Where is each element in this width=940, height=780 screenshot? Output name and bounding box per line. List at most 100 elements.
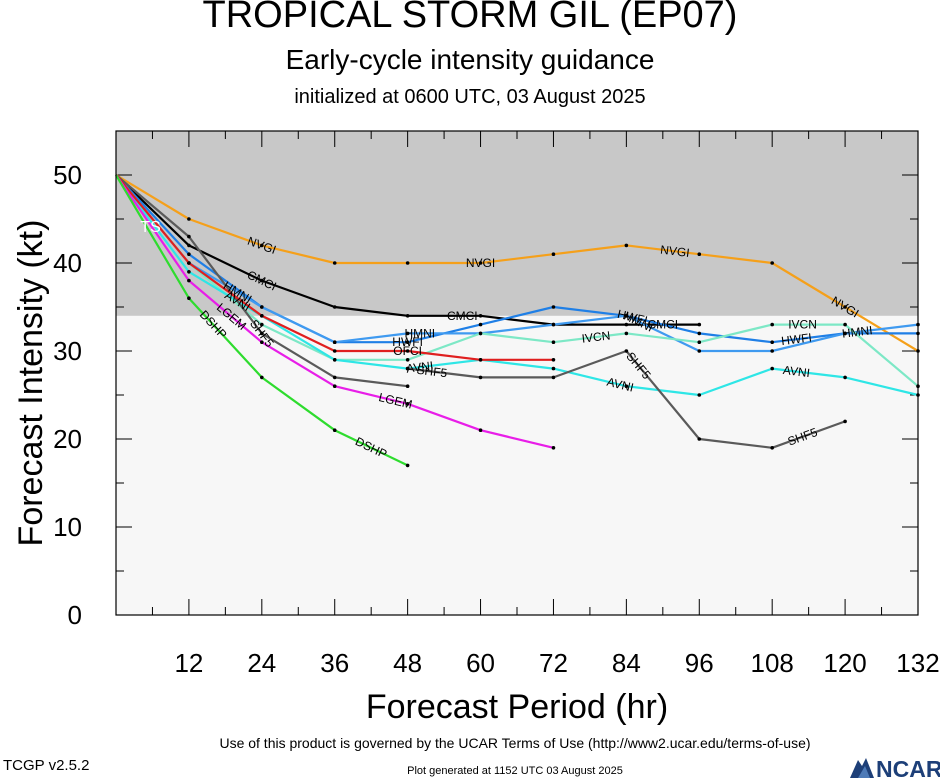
data-point	[187, 234, 191, 239]
data-point	[332, 340, 337, 345]
x-tick-label: 24	[247, 648, 276, 678]
intensity-chart: NVGINVGINVGINVGICMCICMCICMCIHWFIHWFIHWFI…	[12, 130, 940, 726]
generated-time: Plot generated at 1152 UTC 03 August 202…	[407, 765, 623, 777]
series-label-ivcn: IVCN	[788, 318, 817, 332]
data-point	[843, 305, 847, 309]
data-point	[551, 340, 556, 345]
data-point	[405, 314, 410, 318]
data-point	[624, 314, 629, 318]
data-point	[843, 419, 847, 424]
series-line-hwfi	[115, 174, 918, 344]
x-axis-label: Forecast Period (hr)	[366, 688, 668, 726]
series-label-hmni: HMNI	[404, 326, 435, 340]
x-tick-label: 84	[612, 648, 641, 678]
data-point	[187, 278, 191, 283]
x-tick-label: 108	[750, 648, 793, 678]
y-tick-label: 30	[53, 336, 82, 366]
data-point	[551, 358, 556, 362]
series-label-avni: AVNI	[405, 359, 434, 376]
x-tick-label: 96	[685, 648, 714, 678]
series-shf5	[115, 174, 847, 450]
series-label-cmci: CMCI	[647, 318, 678, 332]
data-point	[770, 340, 774, 345]
data-point	[624, 349, 629, 353]
data-point	[624, 322, 629, 327]
data-point	[770, 322, 774, 327]
data-point	[187, 243, 191, 248]
series-label-hwfi: HWFI	[392, 335, 423, 349]
x-tick-label: 48	[393, 648, 422, 678]
data-point	[405, 463, 410, 468]
data-point	[260, 322, 264, 327]
data-point	[260, 314, 264, 318]
x-tick-label: 12	[174, 648, 203, 678]
x-tick-label: 72	[539, 648, 568, 678]
y-tick-label: 0	[68, 600, 82, 630]
x-tick-label: 132	[896, 648, 939, 678]
series-label-ivcn: IVCN	[581, 328, 611, 345]
data-point	[405, 261, 410, 265]
data-point	[187, 252, 191, 256]
data-point	[405, 340, 410, 345]
series-line-hmni	[115, 174, 919, 353]
y-tick-label: 10	[53, 512, 82, 542]
series-label-ofci: OFCI	[393, 344, 422, 358]
data-point	[697, 322, 702, 327]
series-label-hmni: HMNI	[841, 323, 873, 341]
terms-of-use: Use of this product is governed by the U…	[219, 735, 811, 751]
data-point	[332, 384, 337, 389]
series-line-avni	[115, 174, 919, 397]
data-point	[332, 375, 337, 380]
svg-text:NCAR: NCAR	[876, 756, 940, 780]
data-point	[478, 314, 483, 318]
data-point	[697, 340, 702, 345]
data-point	[697, 393, 702, 397]
ts-band	[116, 131, 918, 316]
data-point	[187, 296, 191, 301]
data-point	[478, 375, 483, 380]
data-point	[478, 428, 483, 433]
plot-frame	[115, 130, 919, 616]
data-point	[551, 305, 556, 309]
data-point	[478, 322, 483, 327]
data-point	[551, 322, 556, 327]
data-point	[697, 349, 702, 353]
data-point	[332, 358, 337, 362]
data-point	[624, 384, 629, 389]
y-tick-label: 40	[53, 248, 82, 278]
band-label: TS	[140, 219, 160, 236]
data-point	[551, 252, 556, 256]
data-point	[770, 349, 774, 353]
series-label-nvgi: NVGI	[466, 256, 495, 270]
data-point	[332, 261, 337, 265]
data-point	[770, 446, 774, 450]
data-point	[405, 384, 410, 389]
ncar-logo: NCAR	[850, 756, 940, 780]
data-point	[405, 331, 410, 336]
x-tick-label: 60	[466, 648, 495, 678]
y-axis-label: Forecast Intensity (kt)	[12, 220, 50, 547]
data-point	[843, 322, 847, 327]
data-point	[405, 349, 410, 353]
data-point	[187, 217, 191, 221]
y-tick-label: 50	[53, 160, 82, 190]
data-point	[478, 358, 483, 362]
data-point	[187, 261, 191, 265]
chart-subtitle: Early-cycle intensity guidance	[285, 44, 655, 75]
data-point	[624, 243, 629, 248]
data-point	[260, 278, 264, 283]
data-point	[478, 261, 483, 265]
data-point	[332, 305, 337, 309]
init-time: initialized at 0600 UTC, 03 August 2025	[294, 86, 646, 108]
series-ofci	[115, 174, 556, 362]
data-point	[551, 375, 556, 380]
x-tick-label: 36	[320, 648, 349, 678]
data-point	[332, 349, 337, 353]
series-group	[115, 174, 920, 468]
data-point	[551, 446, 556, 450]
data-point	[697, 252, 702, 256]
series-dshp	[115, 174, 410, 468]
y-tick-label: 20	[53, 424, 82, 454]
data-point	[187, 270, 191, 274]
data-point	[405, 358, 410, 362]
